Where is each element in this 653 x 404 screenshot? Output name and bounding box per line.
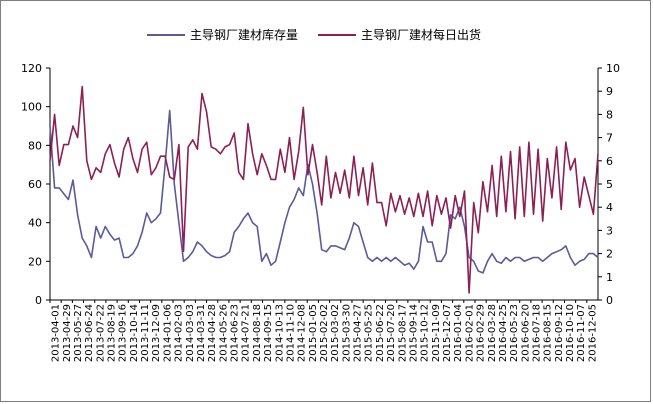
series-layer <box>49 85 599 294</box>
y-left-tick-label: 60 <box>28 178 42 191</box>
series-line-shipments <box>49 85 599 294</box>
x-tick-label: 2016-03-28 <box>487 304 498 362</box>
x-tick-label: 2014-11-10 <box>285 304 296 362</box>
x-tick-label: 2015-09-14 <box>408 304 419 362</box>
x-tick-label: 2013-11-11 <box>140 304 151 362</box>
x-tick-label: 2015-07-20 <box>386 304 397 362</box>
x-tick-label: 2013-04-01 <box>51 304 62 362</box>
x-tick-label: 2014-10-13 <box>274 304 285 362</box>
x-tick-label: 2013-04-29 <box>62 304 73 362</box>
x-tick-label: 2015-08-17 <box>397 304 408 362</box>
y-left-tick-label: 40 <box>28 217 42 230</box>
y-right-tick-label: 3 <box>606 224 613 237</box>
x-tick-label: 2013-10-14 <box>129 304 140 362</box>
y-right-tick-label: 7 <box>606 132 613 145</box>
x-tick-label: 2014-03-03 <box>185 304 196 362</box>
y-right-tick-label: 2 <box>606 248 613 261</box>
series-line-inventory <box>49 109 599 274</box>
x-tick-label: 2016-07-18 <box>531 304 542 362</box>
y-right-tick-label: 10 <box>606 62 620 75</box>
x-tick-label: 2015-10-12 <box>420 304 431 362</box>
x-tick-label: 2014-03-31 <box>196 304 207 362</box>
x-tick-label: 2016-11-07 <box>576 304 587 362</box>
x-tick-label: 2015-03-30 <box>341 304 352 362</box>
x-tick-label: 2013-07-22 <box>95 304 106 362</box>
x-tick-label: 2016-06-20 <box>520 304 531 362</box>
x-tick-label: 2014-06-23 <box>230 304 241 362</box>
x-tick-label: 2015-05-25 <box>364 304 375 362</box>
y-right-tick-label: 8 <box>606 108 613 121</box>
y-right-tick-label: 0 <box>606 294 613 307</box>
x-tick-label: 2015-11-09 <box>431 304 442 362</box>
x-tick-label: 2014-09-15 <box>263 304 274 362</box>
legend-label-inventory: 主导钢厂建材库存量 <box>190 27 298 42</box>
y-right-tick-label: 6 <box>606 155 613 168</box>
x-tick-label: 2014-07-21 <box>241 304 252 362</box>
x-tick-label: 2014-05-26 <box>218 304 229 362</box>
x-tick-label: 2016-08-15 <box>543 304 554 362</box>
x-tick-label: 2014-02-03 <box>174 304 185 362</box>
x-tick-label: 2015-06-22 <box>375 304 386 362</box>
x-tick-label: 2016-09-12 <box>554 304 565 362</box>
y-left-tick-label: 120 <box>21 62 42 75</box>
y-left-tick-label: 80 <box>28 139 42 152</box>
y-left-tick-label: 100 <box>21 101 42 114</box>
x-tick-label: 2014-08-18 <box>252 304 263 362</box>
x-tick-label: 2016-12-05 <box>587 304 598 362</box>
x-tick-label: 2014-04-28 <box>207 304 218 362</box>
x-tick-label: 2015-03-02 <box>330 304 341 362</box>
x-tick-label: 2015-12-07 <box>442 304 453 362</box>
x-tick-label: 2013-05-27 <box>73 304 84 362</box>
y-right-tick-label: 1 <box>606 271 613 284</box>
y-right-tick-label: 5 <box>606 178 613 191</box>
x-tick-label: 2016-10-10 <box>565 304 576 362</box>
x-tick-label: 2016-01-04 <box>453 304 464 362</box>
x-tick-label: 2013-06-24 <box>84 304 95 362</box>
x-tick-label: 2013-08-19 <box>107 304 118 362</box>
x-tick-label: 2015-01-05 <box>308 304 319 362</box>
x-tick-label: 2013-09-16 <box>118 304 129 362</box>
y-left-tick-label: 0 <box>35 294 42 307</box>
x-tick-label: 2014-12-08 <box>297 304 308 362</box>
x-tick-label: 2013-12-09 <box>151 304 162 362</box>
y-right-tick-label: 9 <box>606 85 613 98</box>
x-tick-label: 2016-05-23 <box>509 304 520 362</box>
x-tick-label: 2016-02-29 <box>476 304 487 362</box>
x-tick-label: 2016-04-25 <box>498 304 509 362</box>
legend: 主导钢厂建材库存量 主导钢厂建材每日出货 <box>147 27 481 42</box>
x-tick-label: 2015-04-27 <box>353 304 364 362</box>
y-right-tick-label: 4 <box>606 201 613 214</box>
legend-label-shipments: 主导钢厂建材每日出货 <box>361 27 481 42</box>
x-tick-label: 2014-01-06 <box>162 304 173 362</box>
y-left-tick-label: 20 <box>28 255 42 268</box>
x-tick-label: 2016-02-01 <box>464 304 475 362</box>
x-tick-label: 2015-02-02 <box>319 304 330 362</box>
